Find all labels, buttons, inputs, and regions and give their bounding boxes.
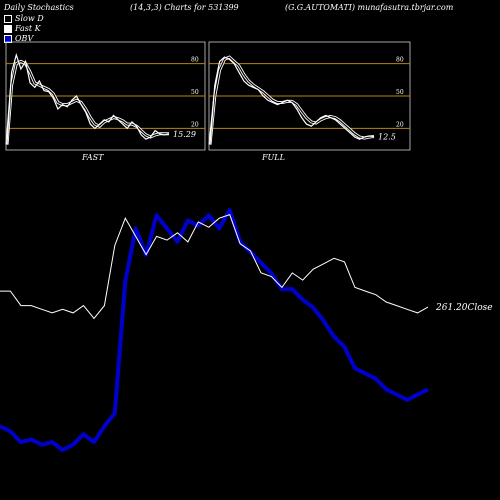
chart-params: (14,3,3) Charts for 531399 [130, 3, 239, 12]
legend-swatch-fast-k [4, 24, 12, 33]
legend-fast-k: Fast K [4, 24, 41, 33]
fast-series-k [6, 52, 170, 145]
fast-series-d [6, 60, 169, 145]
full-series-d [209, 56, 375, 145]
full-tick-label: 20 [396, 121, 404, 128]
fast-tick-label: 20 [191, 121, 199, 128]
full-tick-label: 80 [396, 57, 404, 64]
legend-label-slow-d: Slow D [15, 14, 44, 23]
fast-last-value-label: 15.29 [173, 130, 196, 139]
fast-panel-label: FAST [82, 153, 104, 162]
chart-title: Daily Stochastics [4, 3, 74, 12]
full-series-k [209, 56, 375, 145]
close-price-line [0, 213, 429, 320]
full-panel-label: FULL [262, 153, 285, 162]
chart-site: (G.G.AUTOMATI) munafasutra.tbrjar.com [285, 3, 454, 12]
legend-label-fast-k: Fast K [15, 24, 41, 33]
full-last-value-label: 12.5 [378, 133, 396, 142]
full-tick-label: 50 [396, 89, 404, 96]
close-value-label: 261.20Close [435, 303, 493, 313]
obv-line [0, 208, 429, 452]
legend-label-obv: OBV [15, 34, 34, 43]
fast-tick-label: 80 [191, 57, 199, 64]
fast-tick-label: 50 [191, 89, 199, 96]
legend-swatch-slow-d [4, 14, 12, 23]
legend-slow-d: Slow D [4, 14, 44, 23]
